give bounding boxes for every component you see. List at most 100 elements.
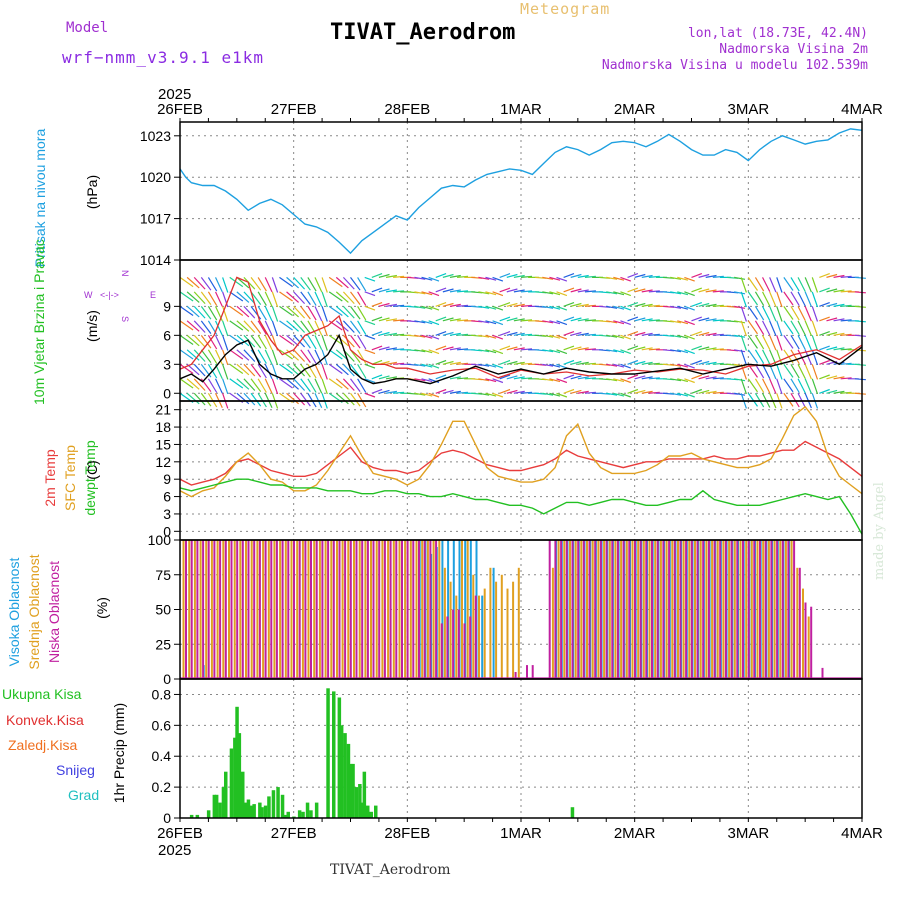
wind-barb bbox=[207, 306, 218, 321]
wind-barb bbox=[385, 332, 398, 336]
wind-barb bbox=[754, 378, 765, 393]
wind-barb bbox=[606, 320, 618, 324]
wind-barb bbox=[200, 277, 212, 291]
cloud-bar bbox=[781, 540, 784, 679]
cloud-bar bbox=[284, 540, 287, 679]
wind-barb bbox=[243, 378, 256, 391]
wind-barb bbox=[449, 390, 461, 394]
wind-barb bbox=[634, 288, 646, 293]
wind-barb bbox=[705, 318, 717, 322]
cloud-bar bbox=[293, 540, 295, 679]
footer-station: TIVAT_Aerodrom bbox=[330, 862, 451, 878]
cloud-bar bbox=[574, 540, 577, 679]
wind-barb bbox=[378, 302, 390, 307]
wind-barb bbox=[442, 302, 454, 307]
wind-barb bbox=[747, 320, 758, 335]
wind-barb bbox=[620, 291, 632, 297]
cloud-bar bbox=[366, 540, 369, 679]
wind-barb bbox=[584, 304, 596, 307]
wind-barb bbox=[513, 274, 525, 278]
precip-bar bbox=[258, 802, 262, 818]
cloud-bar bbox=[668, 540, 671, 679]
cloud-bar bbox=[344, 540, 347, 679]
wind-barb bbox=[634, 360, 646, 365]
wind-barb bbox=[478, 392, 490, 396]
wind-barb bbox=[563, 316, 575, 322]
wind-barb bbox=[790, 320, 800, 335]
wind-barb bbox=[570, 331, 582, 336]
wind-barb bbox=[819, 388, 830, 394]
wind-barb bbox=[321, 335, 328, 351]
wind-barb bbox=[691, 287, 703, 293]
wind-barb bbox=[513, 347, 525, 351]
wind-barb bbox=[854, 291, 866, 294]
wind-barb bbox=[357, 277, 367, 292]
cloud-bar bbox=[418, 540, 420, 679]
wind-barb bbox=[506, 302, 518, 307]
wind-barb bbox=[271, 349, 279, 366]
cloud-bar bbox=[677, 540, 679, 679]
wind-barb bbox=[684, 363, 695, 369]
wind-barb bbox=[769, 291, 777, 307]
cloud-bar bbox=[447, 540, 450, 679]
wind-barb bbox=[236, 363, 250, 376]
wind-barb bbox=[556, 320, 568, 326]
wind-barb bbox=[712, 290, 724, 293]
wind-barb bbox=[648, 377, 660, 380]
wind-barb bbox=[350, 320, 361, 334]
wind-barb bbox=[243, 291, 256, 305]
wind-barb bbox=[549, 291, 561, 296]
wind-barb bbox=[243, 392, 256, 406]
wind-barb bbox=[620, 305, 632, 311]
wind-barb bbox=[435, 316, 447, 322]
wind-barb bbox=[804, 277, 812, 293]
wind-barb bbox=[698, 302, 710, 307]
wind-barb bbox=[641, 274, 653, 278]
wind-barb bbox=[790, 335, 800, 350]
wind-barb bbox=[457, 377, 469, 380]
wind-barb bbox=[819, 331, 830, 336]
precip-bar bbox=[229, 748, 234, 818]
wind-barb bbox=[641, 390, 653, 394]
wind-barb bbox=[200, 349, 212, 363]
wind-barb bbox=[364, 305, 376, 311]
wind-barb bbox=[783, 291, 794, 306]
wind-barb bbox=[684, 334, 695, 340]
wind-barb bbox=[606, 305, 618, 309]
wind-barb bbox=[421, 320, 433, 325]
wind-barb bbox=[435, 273, 447, 278]
wind-barb bbox=[357, 320, 367, 335]
cloud-bar bbox=[213, 540, 216, 679]
cloud-bar bbox=[279, 540, 282, 679]
cloud-bar bbox=[250, 540, 253, 679]
wind-barb bbox=[371, 273, 383, 278]
wind-barb bbox=[257, 349, 267, 364]
wind-barb bbox=[350, 334, 361, 349]
cloud-bar bbox=[401, 540, 403, 679]
precip-bar bbox=[314, 802, 319, 818]
wind-barb bbox=[833, 289, 845, 293]
wind-barb bbox=[492, 291, 504, 297]
wind-barb bbox=[811, 378, 819, 395]
wind-barb bbox=[549, 320, 561, 325]
wind-barb bbox=[754, 277, 765, 292]
wind-barb bbox=[520, 362, 533, 365]
precip-bar bbox=[195, 814, 200, 818]
wind-barb bbox=[691, 388, 703, 394]
wind-barb bbox=[677, 349, 689, 354]
wind-barb bbox=[371, 331, 383, 336]
wind-barb bbox=[342, 334, 355, 348]
wind-barb bbox=[328, 378, 343, 389]
y-tick-label: 1017 bbox=[140, 211, 171, 227]
wind-barb bbox=[606, 291, 618, 295]
wind-barb bbox=[627, 273, 639, 278]
wind-barb bbox=[229, 320, 244, 331]
wind-barb bbox=[762, 364, 771, 379]
cloud-bar bbox=[210, 540, 213, 679]
x-tick-label-bottom: 27FEB bbox=[271, 825, 317, 842]
cloud-bar bbox=[327, 540, 330, 679]
wind-barb bbox=[485, 363, 497, 368]
cloud-bar bbox=[753, 540, 756, 679]
wind-barb bbox=[286, 305, 299, 318]
wind-barb bbox=[698, 360, 710, 365]
